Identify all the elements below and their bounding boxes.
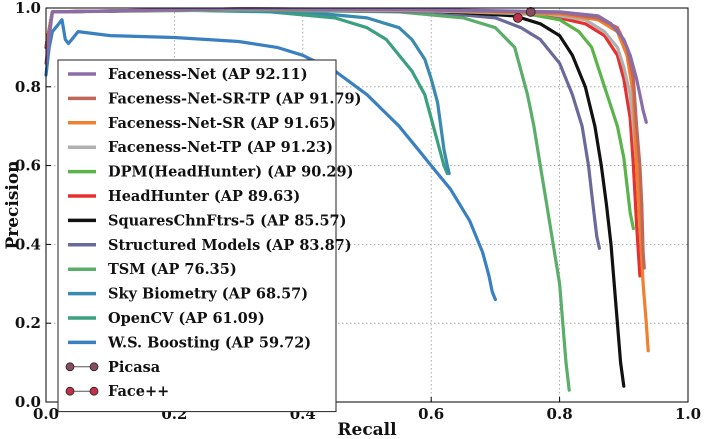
point-markers [512, 7, 536, 23]
legend-label: Sky Biometry (AP 68.57) [108, 286, 308, 303]
x-axis-label: Recall [337, 420, 397, 439]
legend-label: Face++ [108, 383, 169, 400]
series-line-faceness-net-ap-92-11 [44, 7, 648, 124]
legend-box [57, 59, 337, 413]
legend-label: TSM (AP 76.35) [108, 261, 237, 278]
legend-label: DPM(HeadHunter) (AP 90.29) [108, 164, 353, 181]
x-tick-label: 1.0 [675, 405, 701, 423]
x-tick-label: 0.8 [547, 405, 573, 423]
series-line-w-s-boosting-ap-59-72 [44, 18, 497, 302]
legend-label: W.S. Boosting (AP 59.72) [107, 334, 311, 351]
y-tick-label: 0.6 [15, 157, 41, 175]
legend-label: SquaresChnFtrs-5 (AP 85.57) [108, 212, 346, 229]
legend-label: Faceness-Net (AP 92.11) [108, 66, 308, 83]
marker-face- [512, 12, 523, 23]
y-tick-label: 0.8 [15, 78, 41, 96]
legend-label: HeadHunter (AP 89.63) [108, 188, 300, 205]
x-tick-label: 0.0 [33, 405, 59, 423]
legend-label: Picasa [108, 359, 161, 376]
legend-marker-dot [89, 386, 99, 396]
y-axis-label: Precision [3, 160, 23, 249]
legend-label: Faceness-Net-SR (AP 91.65) [108, 115, 336, 132]
legend-marker-dot [65, 386, 75, 396]
plot-frame [45, 7, 689, 403]
legend-label: Structured Models (AP 83.87) [108, 237, 352, 254]
y-tick-label: 1.0 [15, 0, 41, 17]
y-tick-label: 0.0 [15, 393, 41, 411]
series-lines [44, 7, 650, 392]
legend-marker-dot [65, 362, 75, 372]
y-tick-label: 0.4 [15, 235, 41, 253]
legend-marker-dot [89, 362, 99, 372]
legend: Faceness-Net (AP 92.11) Faceness-Net-SR-T… [57, 59, 361, 413]
legend-label: Faceness-Net-TP (AP 91.23) [108, 139, 333, 156]
legend-label: Faceness-Net-SR-TP (AP 91.79) [108, 90, 361, 107]
x-tick-label: 0.6 [418, 405, 444, 423]
marker-picasa [525, 7, 536, 17]
y-tick-label: 0.2 [15, 314, 41, 332]
legend-label: OpenCV (AP 61.09) [108, 310, 265, 327]
